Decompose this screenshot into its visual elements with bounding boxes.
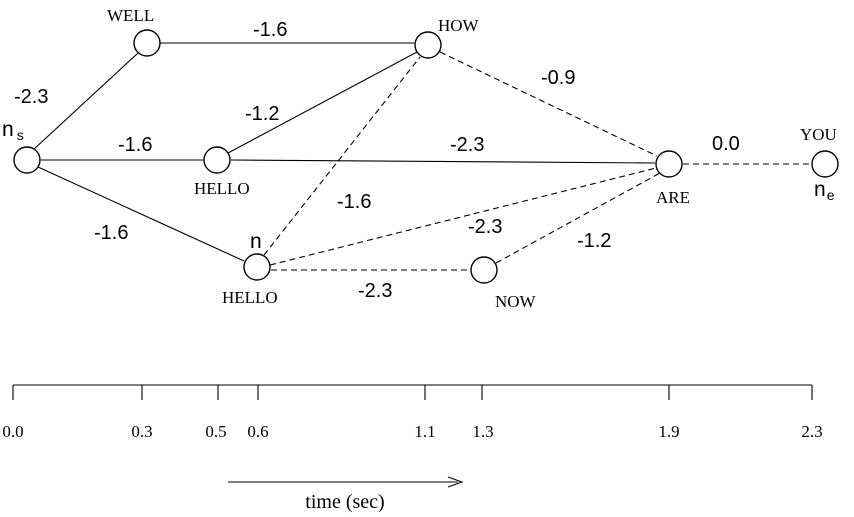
score-hello2-now: -2.3	[358, 280, 392, 302]
word-now: NOW	[495, 292, 537, 311]
symbol-hello2: n	[250, 230, 262, 253]
edge-hello1-are	[231, 160, 655, 163]
score-how-are: -0.9	[541, 67, 575, 89]
time-caption: time (sec)	[305, 491, 384, 513]
node-now	[471, 257, 497, 283]
edge-hello2-how	[264, 57, 420, 255]
score-well-how: -1.6	[253, 19, 287, 41]
tick-label-1-3: 1.3	[472, 422, 493, 441]
score-hello2-how: -1.6	[337, 191, 371, 213]
word-you: YOU	[800, 125, 837, 144]
word-well: WELL	[107, 6, 154, 25]
score-hello1-are: -2.3	[450, 134, 484, 156]
word-are: ARE	[656, 188, 690, 207]
edges	[33, 43, 812, 270]
node-well	[134, 30, 160, 56]
tick-label-0-3: 0.3	[131, 422, 152, 441]
node-hello1	[204, 147, 230, 173]
tick-label-2-3: 2.3	[801, 422, 822, 441]
tick-label-1-9: 1.9	[658, 422, 679, 441]
node-ns	[14, 147, 40, 173]
tick-label-0-6: 0.6	[247, 422, 268, 441]
word-hello2: HELLO	[222, 288, 278, 307]
node-hello2	[244, 254, 270, 280]
tick-label-0-5: 0.5	[205, 422, 226, 441]
score-ns-well: -2.3	[14, 86, 48, 108]
nodes	[14, 30, 838, 283]
tick-label-1-1: 1.1	[414, 422, 435, 441]
score-hello1-how: -1.2	[245, 103, 279, 125]
time-arrow: time (sec)	[228, 477, 462, 513]
word-how: HOW	[438, 16, 480, 35]
symbol-you: ne	[814, 178, 835, 203]
node-you	[812, 151, 838, 177]
score-are-you: 0.0	[712, 133, 740, 155]
node-are	[656, 151, 682, 177]
tick-label-0-0: 0.0	[2, 422, 23, 441]
timeline-axis: 0.0 0.3 0.5 0.6 1.1 1.3 1.9 2.3	[2, 385, 822, 441]
score-ns-hello1: -1.6	[118, 134, 152, 156]
score-ns-hello2: -1.6	[94, 222, 128, 244]
score-now-are: -1.2	[577, 230, 611, 252]
word-hello1: HELLO	[194, 179, 250, 198]
score-hello2-are: -2.3	[468, 216, 502, 238]
node-how	[415, 32, 441, 58]
